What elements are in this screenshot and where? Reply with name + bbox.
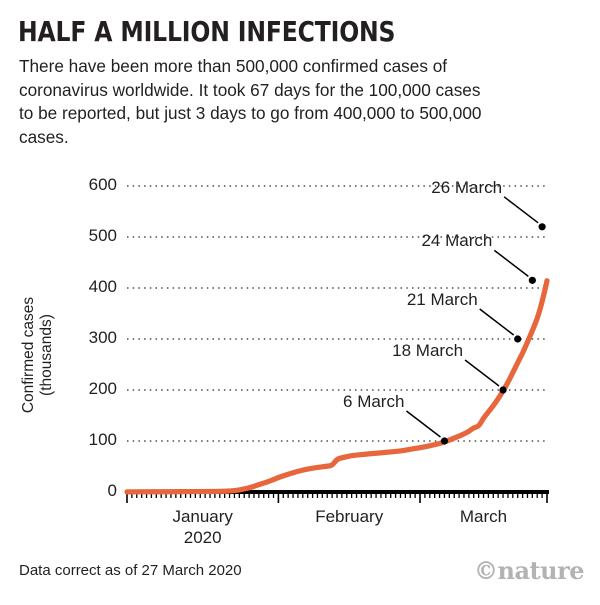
x-axis-month-name: January (172, 507, 233, 526)
y-axis-tick-label: 400 (88, 277, 117, 296)
y-axis-tick-label: 500 (88, 226, 117, 245)
x-axis-month-name: February (315, 507, 384, 526)
chart-annotation-label: 26 March (431, 177, 503, 197)
y-axis-tick-label: 200 (88, 379, 117, 398)
y-axis-tick-label: 600 (88, 175, 117, 194)
chart-annotation-label: 6 March (343, 392, 405, 411)
y-axis-title: Confirmed cases (thousands) (20, 296, 55, 414)
y-axis-tick-label: 0 (107, 481, 117, 500)
chart-annotation-label: 24 March (421, 231, 493, 251)
x-axis-month-name: March (459, 507, 508, 526)
page-title: HALF A MILLION INFECTIONS (18, 15, 396, 48)
x-axis-year-label: 2020 (183, 528, 222, 547)
chart-annotation-label: 18 March (392, 341, 464, 360)
chart-annotation-label: 21 March (406, 290, 478, 309)
y-axis-tick-label: 300 (88, 328, 117, 347)
y-axis-tick-label: 100 (88, 430, 117, 449)
nature-logo: ©nature (474, 556, 584, 585)
x-axis-month-label: January 2020 (103, 507, 303, 548)
chart-subtitle: There have been more than 500,000 confir… (19, 56, 482, 147)
x-axis-month-label: March (384, 507, 584, 527)
x-axis-month-label: February (249, 507, 449, 527)
data-correct-note: Data correct as of 27 March 2020 (19, 562, 242, 579)
